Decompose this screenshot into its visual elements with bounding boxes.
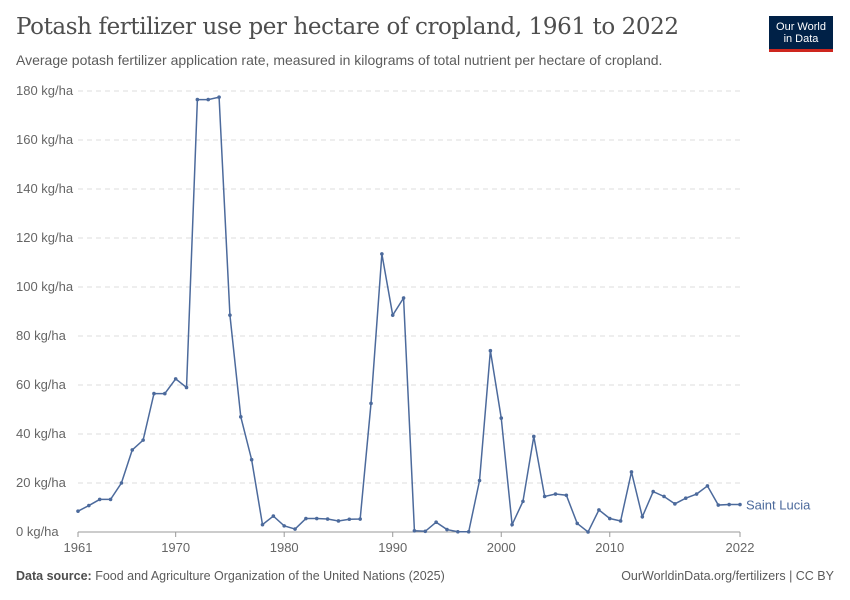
data-point xyxy=(347,517,352,522)
data-point xyxy=(184,385,189,390)
data-point xyxy=(76,509,80,513)
x-tick-label: 1961 xyxy=(64,540,93,555)
y-tick-label: 40 kg/ha xyxy=(16,426,67,441)
data-point xyxy=(575,521,580,526)
data-point xyxy=(97,497,102,502)
data-point xyxy=(586,530,590,534)
data-point xyxy=(108,497,113,502)
data-point xyxy=(607,516,612,521)
data-point xyxy=(542,494,547,499)
data-point xyxy=(152,391,156,396)
data-point xyxy=(217,95,221,99)
data-point xyxy=(271,514,276,518)
data-point xyxy=(445,527,449,532)
data-point xyxy=(206,97,211,102)
data-point xyxy=(380,252,384,256)
chart-title: Potash fertilizer use per hectare of cro… xyxy=(16,14,679,40)
data-point xyxy=(369,401,373,406)
data-point xyxy=(673,502,677,506)
x-tick-label: 2010 xyxy=(595,540,624,555)
data-point xyxy=(249,457,254,462)
data-point xyxy=(314,516,319,521)
chart-subtitle: Average potash fertilizer application ra… xyxy=(16,52,663,68)
owid-logo[interactable]: Our World in Data xyxy=(769,16,833,52)
x-tick-label: 2000 xyxy=(487,540,516,555)
data-point xyxy=(694,492,699,496)
x-tick-label: 1970 xyxy=(161,540,190,555)
data-point xyxy=(727,502,731,507)
data-point xyxy=(683,496,688,500)
y-tick-label: 120 kg/ha xyxy=(16,230,74,245)
data-point xyxy=(434,520,438,524)
logo-line1: Our World xyxy=(776,20,826,33)
y-tick-label: 160 kg/ha xyxy=(16,132,74,147)
series-label-saint-lucia: Saint Lucia xyxy=(746,498,811,513)
data-point xyxy=(629,470,634,474)
data-point xyxy=(716,503,721,507)
data-point xyxy=(499,416,504,420)
x-tick-label: 2022 xyxy=(726,540,755,555)
data-point xyxy=(466,529,471,534)
footer-link[interactable]: OurWorldinData.org/fertilizers | CC BY xyxy=(621,569,834,583)
data-point xyxy=(238,415,243,419)
y-tick-label: 100 kg/ha xyxy=(16,279,74,294)
data-point xyxy=(532,434,536,439)
data-point xyxy=(163,391,167,396)
y-tick-label: 0 kg/ha xyxy=(16,524,59,539)
data-source: Data source: Food and Agriculture Organi… xyxy=(16,569,445,583)
data-point xyxy=(325,517,330,521)
data-point xyxy=(358,517,362,521)
y-tick-label: 20 kg/ha xyxy=(16,475,67,490)
data-point xyxy=(488,348,493,353)
data-point xyxy=(401,296,406,300)
logo-line2: in Data xyxy=(783,32,819,45)
source-label: Data source: xyxy=(16,569,92,583)
data-point xyxy=(456,529,460,534)
data-point xyxy=(173,377,178,381)
data-point xyxy=(553,492,558,496)
data-point xyxy=(130,448,135,452)
data-point xyxy=(228,313,232,317)
data-point xyxy=(651,489,655,494)
data-point xyxy=(423,529,428,534)
data-point xyxy=(336,519,341,523)
series-line-saint-lucia xyxy=(77,96,740,534)
data-point xyxy=(662,494,666,499)
x-tick-label: 1990 xyxy=(378,540,407,555)
source-text: Food and Agriculture Organization of the… xyxy=(95,569,445,583)
data-point xyxy=(304,516,308,521)
y-tick-label: 140 kg/ha xyxy=(16,181,74,196)
data-point xyxy=(597,508,601,512)
x-tick-label: 1980 xyxy=(270,540,299,555)
y-tick-label: 80 kg/ha xyxy=(16,328,67,343)
data-point xyxy=(738,502,742,507)
data-point xyxy=(87,503,91,508)
data-point xyxy=(521,499,525,504)
data-point xyxy=(293,527,297,531)
data-point xyxy=(640,515,645,519)
data-point xyxy=(282,524,286,528)
y-tick-label: 180 kg/ha xyxy=(16,83,74,98)
data-point xyxy=(390,313,395,317)
data-point xyxy=(564,493,569,498)
data-point xyxy=(195,97,200,102)
y-tick-label: 60 kg/ha xyxy=(16,377,67,392)
data-point xyxy=(705,484,710,488)
data-point xyxy=(119,481,124,485)
data-point xyxy=(618,519,623,523)
data-point xyxy=(141,438,145,442)
data-point xyxy=(477,478,482,483)
data-point xyxy=(260,522,265,527)
data-point xyxy=(412,528,417,533)
data-point xyxy=(510,522,514,527)
